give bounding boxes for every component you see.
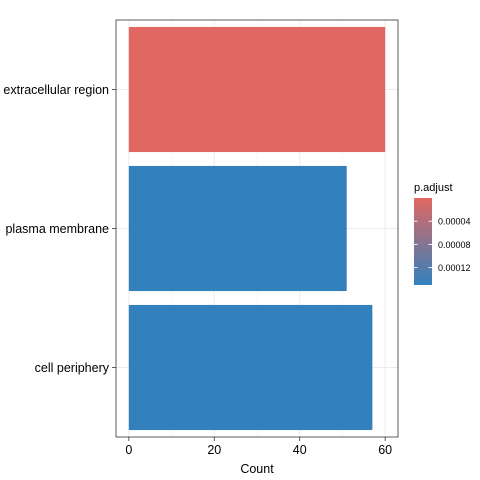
legend-title: p.adjust	[414, 182, 453, 194]
y-tick-label: plasma membrane	[5, 222, 109, 236]
legend-colorbar	[414, 198, 432, 285]
bar-plasma-membrane	[128, 165, 347, 292]
x-tick-label: 0	[125, 443, 132, 457]
legend-tick-label: 0.00008	[438, 240, 471, 250]
bar-extracellular-region	[128, 26, 386, 153]
x-tick-label: 40	[293, 443, 307, 457]
y-axis: extracellular region plasma membrane cell …	[3, 83, 116, 375]
bars	[128, 26, 386, 431]
y-tick-label: cell periphery	[35, 361, 110, 375]
x-axis-label: Count	[240, 462, 274, 476]
x-tick-label: 20	[207, 443, 221, 457]
y-tick-label: extracellular region	[3, 83, 109, 97]
legend: p.adjust 0.00004 0.00008 0.00012	[414, 182, 471, 285]
bar-cell-periphery	[128, 304, 373, 431]
legend-tick-label: 0.00004	[438, 217, 471, 227]
x-axis: 0 20 40 60	[125, 437, 392, 457]
legend-tick-label: 0.00012	[438, 263, 471, 273]
x-tick-label: 60	[378, 443, 392, 457]
